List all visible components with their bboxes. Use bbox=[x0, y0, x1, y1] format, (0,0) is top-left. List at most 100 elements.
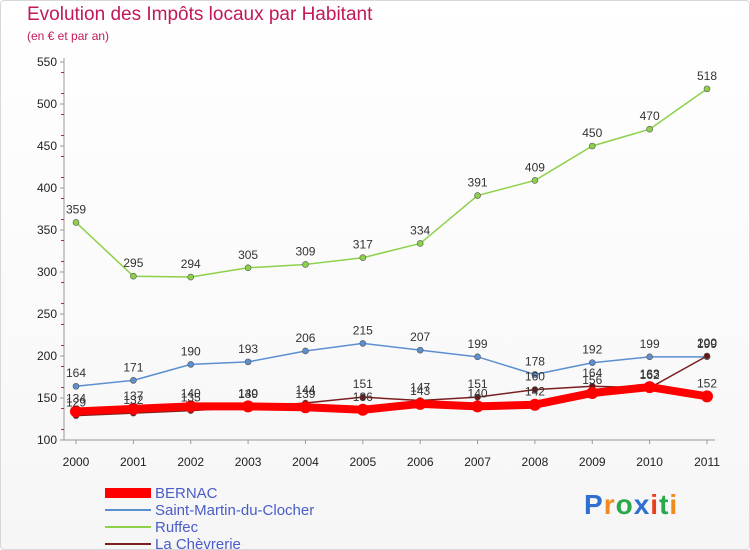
series-line-1 bbox=[75, 342, 707, 387]
series-point-1 bbox=[359, 340, 367, 347]
series-point-1 bbox=[302, 347, 309, 355]
y-tick-label: 150 bbox=[37, 391, 57, 405]
data-label: 199 bbox=[640, 337, 660, 351]
data-label: 200 bbox=[697, 336, 717, 350]
data-label: 152 bbox=[697, 376, 717, 390]
data-label: 140 bbox=[468, 386, 488, 400]
y-tick-label: 450 bbox=[37, 139, 57, 153]
series-line-2 bbox=[75, 88, 708, 278]
series-point-2 bbox=[359, 254, 367, 262]
chart-title: Evolution des Impôts locaux par Habitant bbox=[27, 4, 373, 25]
x-tick-label: 2011 bbox=[694, 455, 720, 469]
data-label: 132 bbox=[123, 393, 143, 407]
series-point-1 bbox=[244, 358, 252, 366]
legend-swatch bbox=[105, 526, 151, 528]
x-tick-label: 2002 bbox=[177, 455, 204, 469]
series-point-0 bbox=[184, 400, 197, 413]
data-label: 144 bbox=[295, 383, 315, 397]
data-label: 206 bbox=[295, 331, 315, 345]
y-tick-label: 350 bbox=[37, 223, 57, 237]
data-label: 137 bbox=[123, 389, 143, 403]
data-label: 295 bbox=[123, 256, 143, 270]
data-label: 359 bbox=[66, 202, 86, 216]
series-point-0 bbox=[586, 386, 599, 399]
data-label: 178 bbox=[525, 354, 545, 368]
data-label: 129 bbox=[66, 396, 86, 410]
legend-label: Saint-Martin-du-Clocher bbox=[155, 502, 315, 519]
legend-label: Ruffec bbox=[155, 519, 199, 536]
series-point-1 bbox=[130, 377, 137, 384]
y-tick-label: 500 bbox=[37, 97, 57, 111]
series-point-1 bbox=[531, 371, 539, 378]
series-point-1 bbox=[588, 359, 596, 367]
series-point-2 bbox=[588, 142, 596, 150]
data-label: 199 bbox=[468, 337, 488, 351]
x-tick-label: 2010 bbox=[636, 455, 663, 469]
data-label: 193 bbox=[238, 342, 258, 356]
series-point-3 bbox=[703, 352, 711, 360]
data-label: 160 bbox=[525, 370, 545, 384]
data-label: 151 bbox=[353, 377, 373, 391]
series-point-2 bbox=[244, 264, 252, 272]
series-point-0 bbox=[643, 381, 656, 394]
x-tick-label: 2000 bbox=[63, 455, 90, 469]
x-tick-label: 2007 bbox=[464, 455, 491, 469]
data-label: 151 bbox=[468, 377, 488, 391]
series-point-0 bbox=[356, 403, 369, 416]
legend-swatch bbox=[105, 543, 151, 545]
x-tick-label: 2008 bbox=[522, 455, 549, 469]
data-label: 171 bbox=[123, 360, 143, 374]
y-tick-label: 400 bbox=[37, 181, 57, 195]
series-point-1 bbox=[416, 346, 424, 354]
series-point-0 bbox=[242, 400, 255, 413]
series-point-3 bbox=[531, 386, 539, 393]
data-label: 309 bbox=[295, 244, 315, 258]
x-tick-label: 2005 bbox=[349, 455, 376, 469]
data-label: 164 bbox=[582, 366, 602, 380]
series-point-2 bbox=[416, 240, 424, 247]
data-label: 140 bbox=[238, 386, 258, 400]
data-label: 134 bbox=[66, 391, 86, 405]
series-point-2 bbox=[302, 261, 309, 268]
series-line-3 bbox=[75, 355, 708, 417]
data-label: 143 bbox=[410, 384, 430, 398]
data-label: 136 bbox=[353, 390, 373, 404]
data-label: 139 bbox=[238, 387, 258, 401]
data-label: 199 bbox=[697, 337, 717, 351]
y-tick-label: 100 bbox=[37, 433, 57, 447]
x-tick-label: 2006 bbox=[407, 455, 434, 469]
y-tick-label: 200 bbox=[37, 349, 57, 363]
data-label: 140 bbox=[181, 386, 201, 400]
series-point-2 bbox=[130, 272, 137, 280]
data-label: 139 bbox=[295, 387, 315, 401]
data-label: 294 bbox=[181, 257, 201, 271]
series-point-3 bbox=[474, 393, 481, 401]
series-point-2 bbox=[187, 273, 195, 281]
y-tick-label: 250 bbox=[37, 307, 57, 321]
x-tick-label: 2003 bbox=[235, 455, 262, 469]
series-point-1 bbox=[187, 361, 195, 368]
legend-label: BERNAC bbox=[155, 485, 218, 502]
series-point-0 bbox=[127, 402, 140, 415]
data-label: 147 bbox=[410, 381, 430, 395]
data-label: 391 bbox=[468, 176, 488, 190]
data-label: 215 bbox=[353, 323, 373, 337]
proxiti-logo: Proxiti bbox=[584, 489, 679, 520]
data-label: 470 bbox=[640, 109, 660, 123]
x-tick-label: 2004 bbox=[292, 455, 319, 469]
series-point-3 bbox=[359, 393, 367, 401]
series-point-2 bbox=[474, 192, 481, 199]
series-point-2 bbox=[531, 177, 539, 184]
series-point-0 bbox=[414, 397, 427, 410]
data-label: 156 bbox=[582, 373, 602, 387]
series-point-1 bbox=[646, 353, 653, 361]
data-label: 518 bbox=[697, 69, 717, 83]
data-label: 305 bbox=[238, 248, 258, 262]
data-label: 162 bbox=[640, 368, 660, 382]
data-label: 409 bbox=[525, 160, 545, 174]
data-label: 192 bbox=[582, 343, 602, 357]
series-point-0 bbox=[528, 398, 541, 411]
data-label: 317 bbox=[353, 238, 373, 252]
